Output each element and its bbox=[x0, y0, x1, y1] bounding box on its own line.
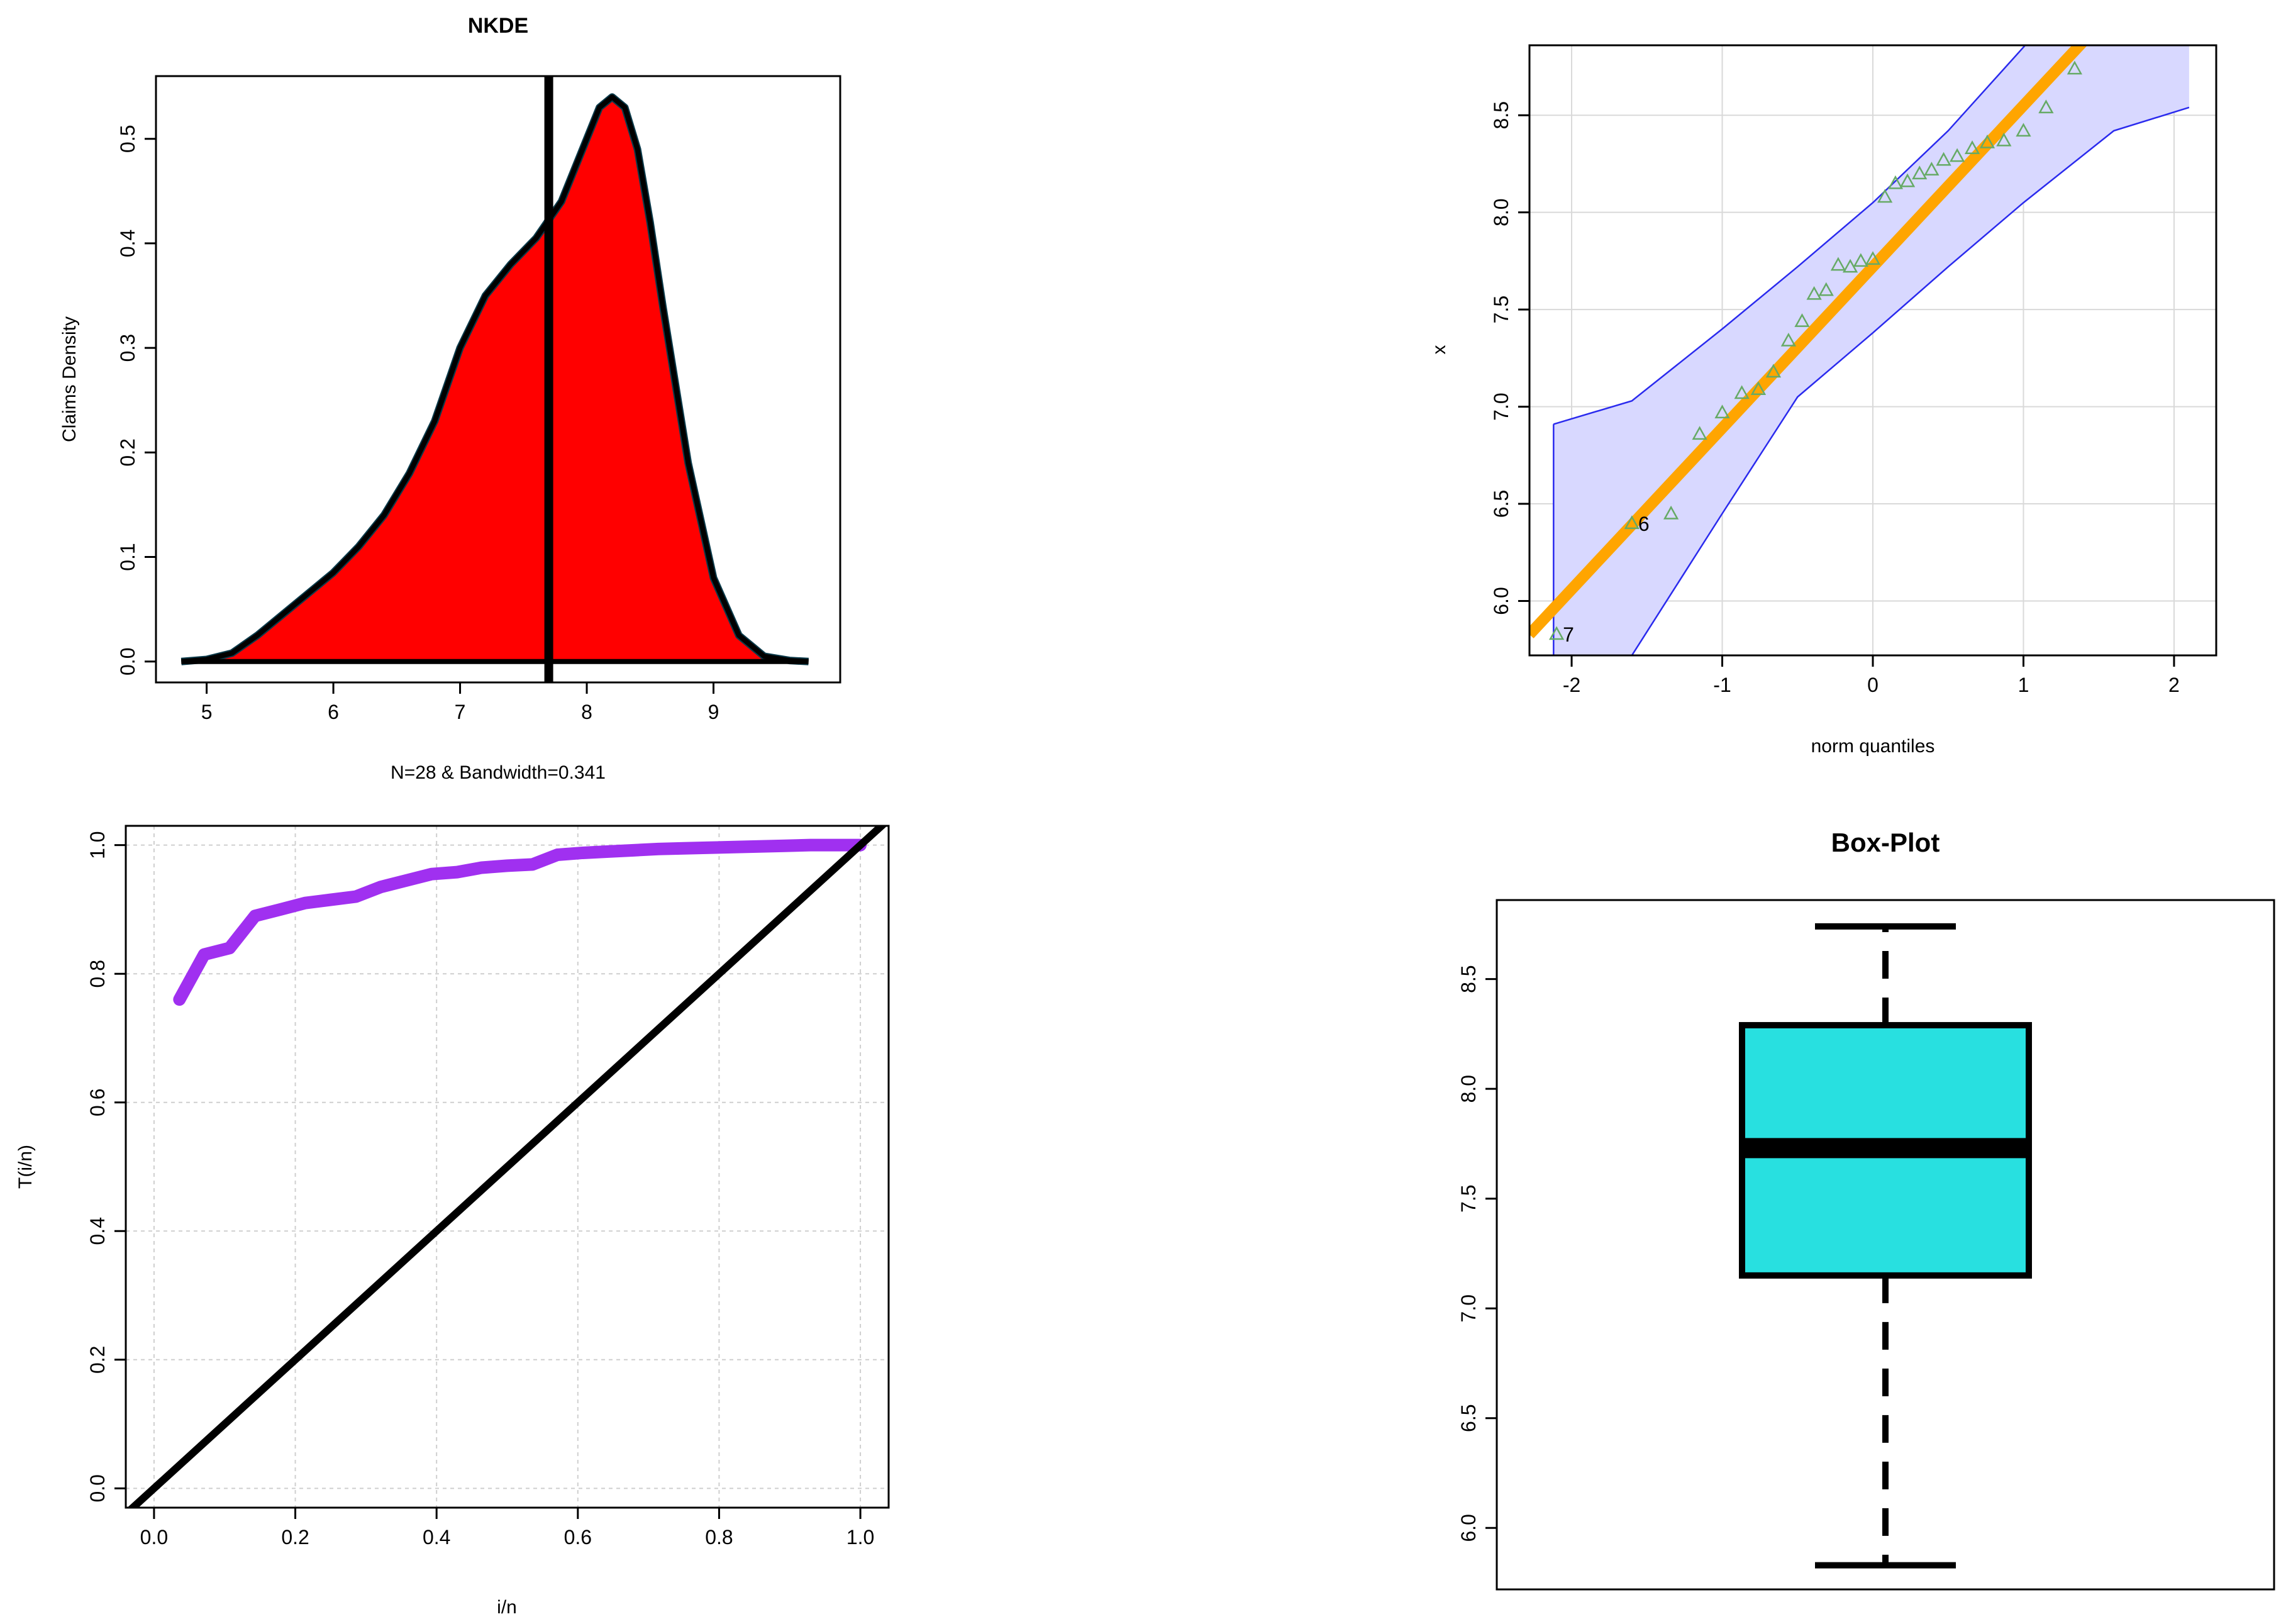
nkde-y-axis-label: Claims Density bbox=[59, 316, 80, 442]
y-tick-label: 7.0 bbox=[1457, 1294, 1480, 1322]
y-tick-label: 1.0 bbox=[86, 831, 109, 859]
boxplot-plot-frame bbox=[1496, 899, 2275, 1591]
y-tick-label: 6.0 bbox=[1457, 1514, 1480, 1542]
qq-point bbox=[1663, 505, 1679, 520]
qq-point bbox=[1865, 251, 1881, 265]
y-tick-label: 8.5 bbox=[1490, 101, 1512, 129]
band-lower-line bbox=[1631, 106, 2190, 655]
y-tick-label: 6.0 bbox=[1490, 587, 1512, 615]
x-tick-label: 5 bbox=[201, 701, 213, 723]
x-tick-label: -2 bbox=[1563, 674, 1580, 696]
y-tick-label: 0.0 bbox=[116, 648, 139, 676]
qq-point bbox=[1887, 175, 1904, 189]
qq-x-axis-label: norm quantiles bbox=[1811, 736, 1935, 757]
qq-point bbox=[1692, 426, 1707, 440]
confidence-band bbox=[1553, 45, 2189, 655]
qq-point bbox=[1734, 385, 1750, 399]
qq-point-label: 7 bbox=[1563, 623, 1574, 646]
qq-point bbox=[2038, 99, 2054, 114]
qq-point bbox=[1780, 332, 1797, 347]
band-upper-line bbox=[1553, 45, 2026, 425]
qq-point bbox=[1924, 162, 1940, 175]
x-tick-label: -1 bbox=[1713, 674, 1731, 696]
x-tick-label: 0.8 bbox=[705, 1526, 733, 1549]
y-tick-label: 0.2 bbox=[86, 1346, 109, 1374]
y-tick-label: 6.5 bbox=[1490, 490, 1512, 518]
y-tick-label: 0.1 bbox=[116, 543, 139, 570]
y-tick-label: 0.0 bbox=[86, 1474, 109, 1502]
tin-plot-frame bbox=[125, 825, 890, 1509]
nkde-title: NKDE bbox=[468, 14, 528, 38]
y-tick-label: 8.0 bbox=[1490, 198, 1512, 226]
qq-point bbox=[1830, 257, 1846, 271]
y-tick-label: 7.5 bbox=[1490, 296, 1512, 323]
y-tick-label: 0.2 bbox=[116, 438, 139, 466]
qq-point bbox=[1964, 140, 1980, 154]
x-tick-label: 7 bbox=[455, 701, 466, 723]
qq-point bbox=[1806, 286, 1822, 300]
qq-reference-line bbox=[1529, 45, 2088, 638]
qq-point bbox=[1936, 152, 1951, 166]
qq-point bbox=[1877, 189, 1893, 203]
x-tick-label: 6 bbox=[328, 701, 339, 723]
x-tick-label: 0.0 bbox=[140, 1526, 168, 1549]
qq-point bbox=[1912, 165, 1928, 180]
x-tick-label: 1.0 bbox=[846, 1526, 874, 1549]
qq-point bbox=[2016, 123, 2031, 137]
y-tick-label: 0.3 bbox=[116, 334, 139, 362]
qq-point bbox=[1949, 148, 1965, 162]
x-tick-label: 0.2 bbox=[281, 1526, 309, 1549]
tin-series-line bbox=[173, 838, 867, 1006]
x-tick-label: 2 bbox=[2168, 674, 2180, 696]
boxplot-title: Box-Plot bbox=[1831, 828, 1940, 857]
x-tick-label: 1 bbox=[2018, 674, 2029, 696]
qq-point bbox=[1750, 381, 1767, 396]
y-tick-label: 7.5 bbox=[1457, 1184, 1480, 1212]
nkde-x-axis-label: N=28 & Bandwidth=0.341 bbox=[391, 762, 606, 783]
qq-plot-area: 76 bbox=[1529, 45, 2216, 655]
qq-point bbox=[1714, 404, 1730, 419]
x-tick-label: 0.6 bbox=[564, 1526, 592, 1549]
tin-panel: 0.0 0.2 0.4 0.6 0.8 1.0 0.0 0.2 0.4 0.6 0.8 1.0 T(i… bbox=[15, 825, 890, 1618]
qq-point bbox=[1996, 132, 2012, 147]
y-tick-label: 0.4 bbox=[86, 1217, 109, 1245]
qq-point bbox=[1818, 282, 1834, 296]
qq-point bbox=[1624, 515, 1640, 530]
qq-point bbox=[1899, 173, 1916, 187]
nkde-plot-frame bbox=[155, 75, 841, 684]
qq-point-label: 6 bbox=[1638, 513, 1650, 535]
diagonal-line bbox=[127, 826, 887, 1508]
density-line bbox=[180, 94, 809, 664]
nkde-panel: NKDE 5 6 7 8 9 0.0 0.1 0.2 0.3 0.4 0.5 Claims Dens… bbox=[59, 14, 841, 783]
y-tick-label: 0.5 bbox=[116, 125, 139, 152]
tin-plot-area bbox=[126, 826, 889, 1508]
y-tick-label: 7.0 bbox=[1490, 392, 1512, 420]
qq-point bbox=[1794, 313, 1810, 327]
tin-x-axis-label: i/n bbox=[497, 1597, 517, 1618]
y-tick-label: 8.5 bbox=[1457, 965, 1480, 993]
boxplot-panel: Box-Plot 6.0 6.5 7.0 7.5 8.0 8.5 bbox=[1457, 828, 2275, 1591]
tin-y-axis-label: T(i/n) bbox=[15, 1145, 36, 1189]
x-tick-label: 8 bbox=[581, 701, 592, 723]
y-tick-label: 8.0 bbox=[1457, 1075, 1480, 1103]
y-tick-label: 6.5 bbox=[1457, 1404, 1480, 1432]
qq-panel: 76-2 -1 0 1 26.06.57.07.58.08.5 x norm quant… bbox=[1429, 44, 2217, 757]
y-tick-label: 0.4 bbox=[116, 230, 139, 257]
x-tick-label: 9 bbox=[708, 701, 719, 723]
qq-point bbox=[1765, 364, 1782, 378]
x-tick-label: 0 bbox=[1867, 674, 1879, 696]
y-tick-label: 0.6 bbox=[86, 1088, 109, 1116]
qq-point bbox=[1548, 626, 1565, 640]
x-tick-label: 0.4 bbox=[423, 1526, 450, 1549]
qq-point bbox=[1853, 253, 1868, 267]
qq-point bbox=[1842, 259, 1858, 273]
qq-point bbox=[2067, 60, 2083, 75]
y-tick-label: 0.8 bbox=[86, 960, 109, 987]
qq-point bbox=[1979, 134, 1995, 148]
qq-y-axis-label: x bbox=[1429, 345, 1450, 355]
qq-plot-frame bbox=[1528, 44, 2217, 657]
